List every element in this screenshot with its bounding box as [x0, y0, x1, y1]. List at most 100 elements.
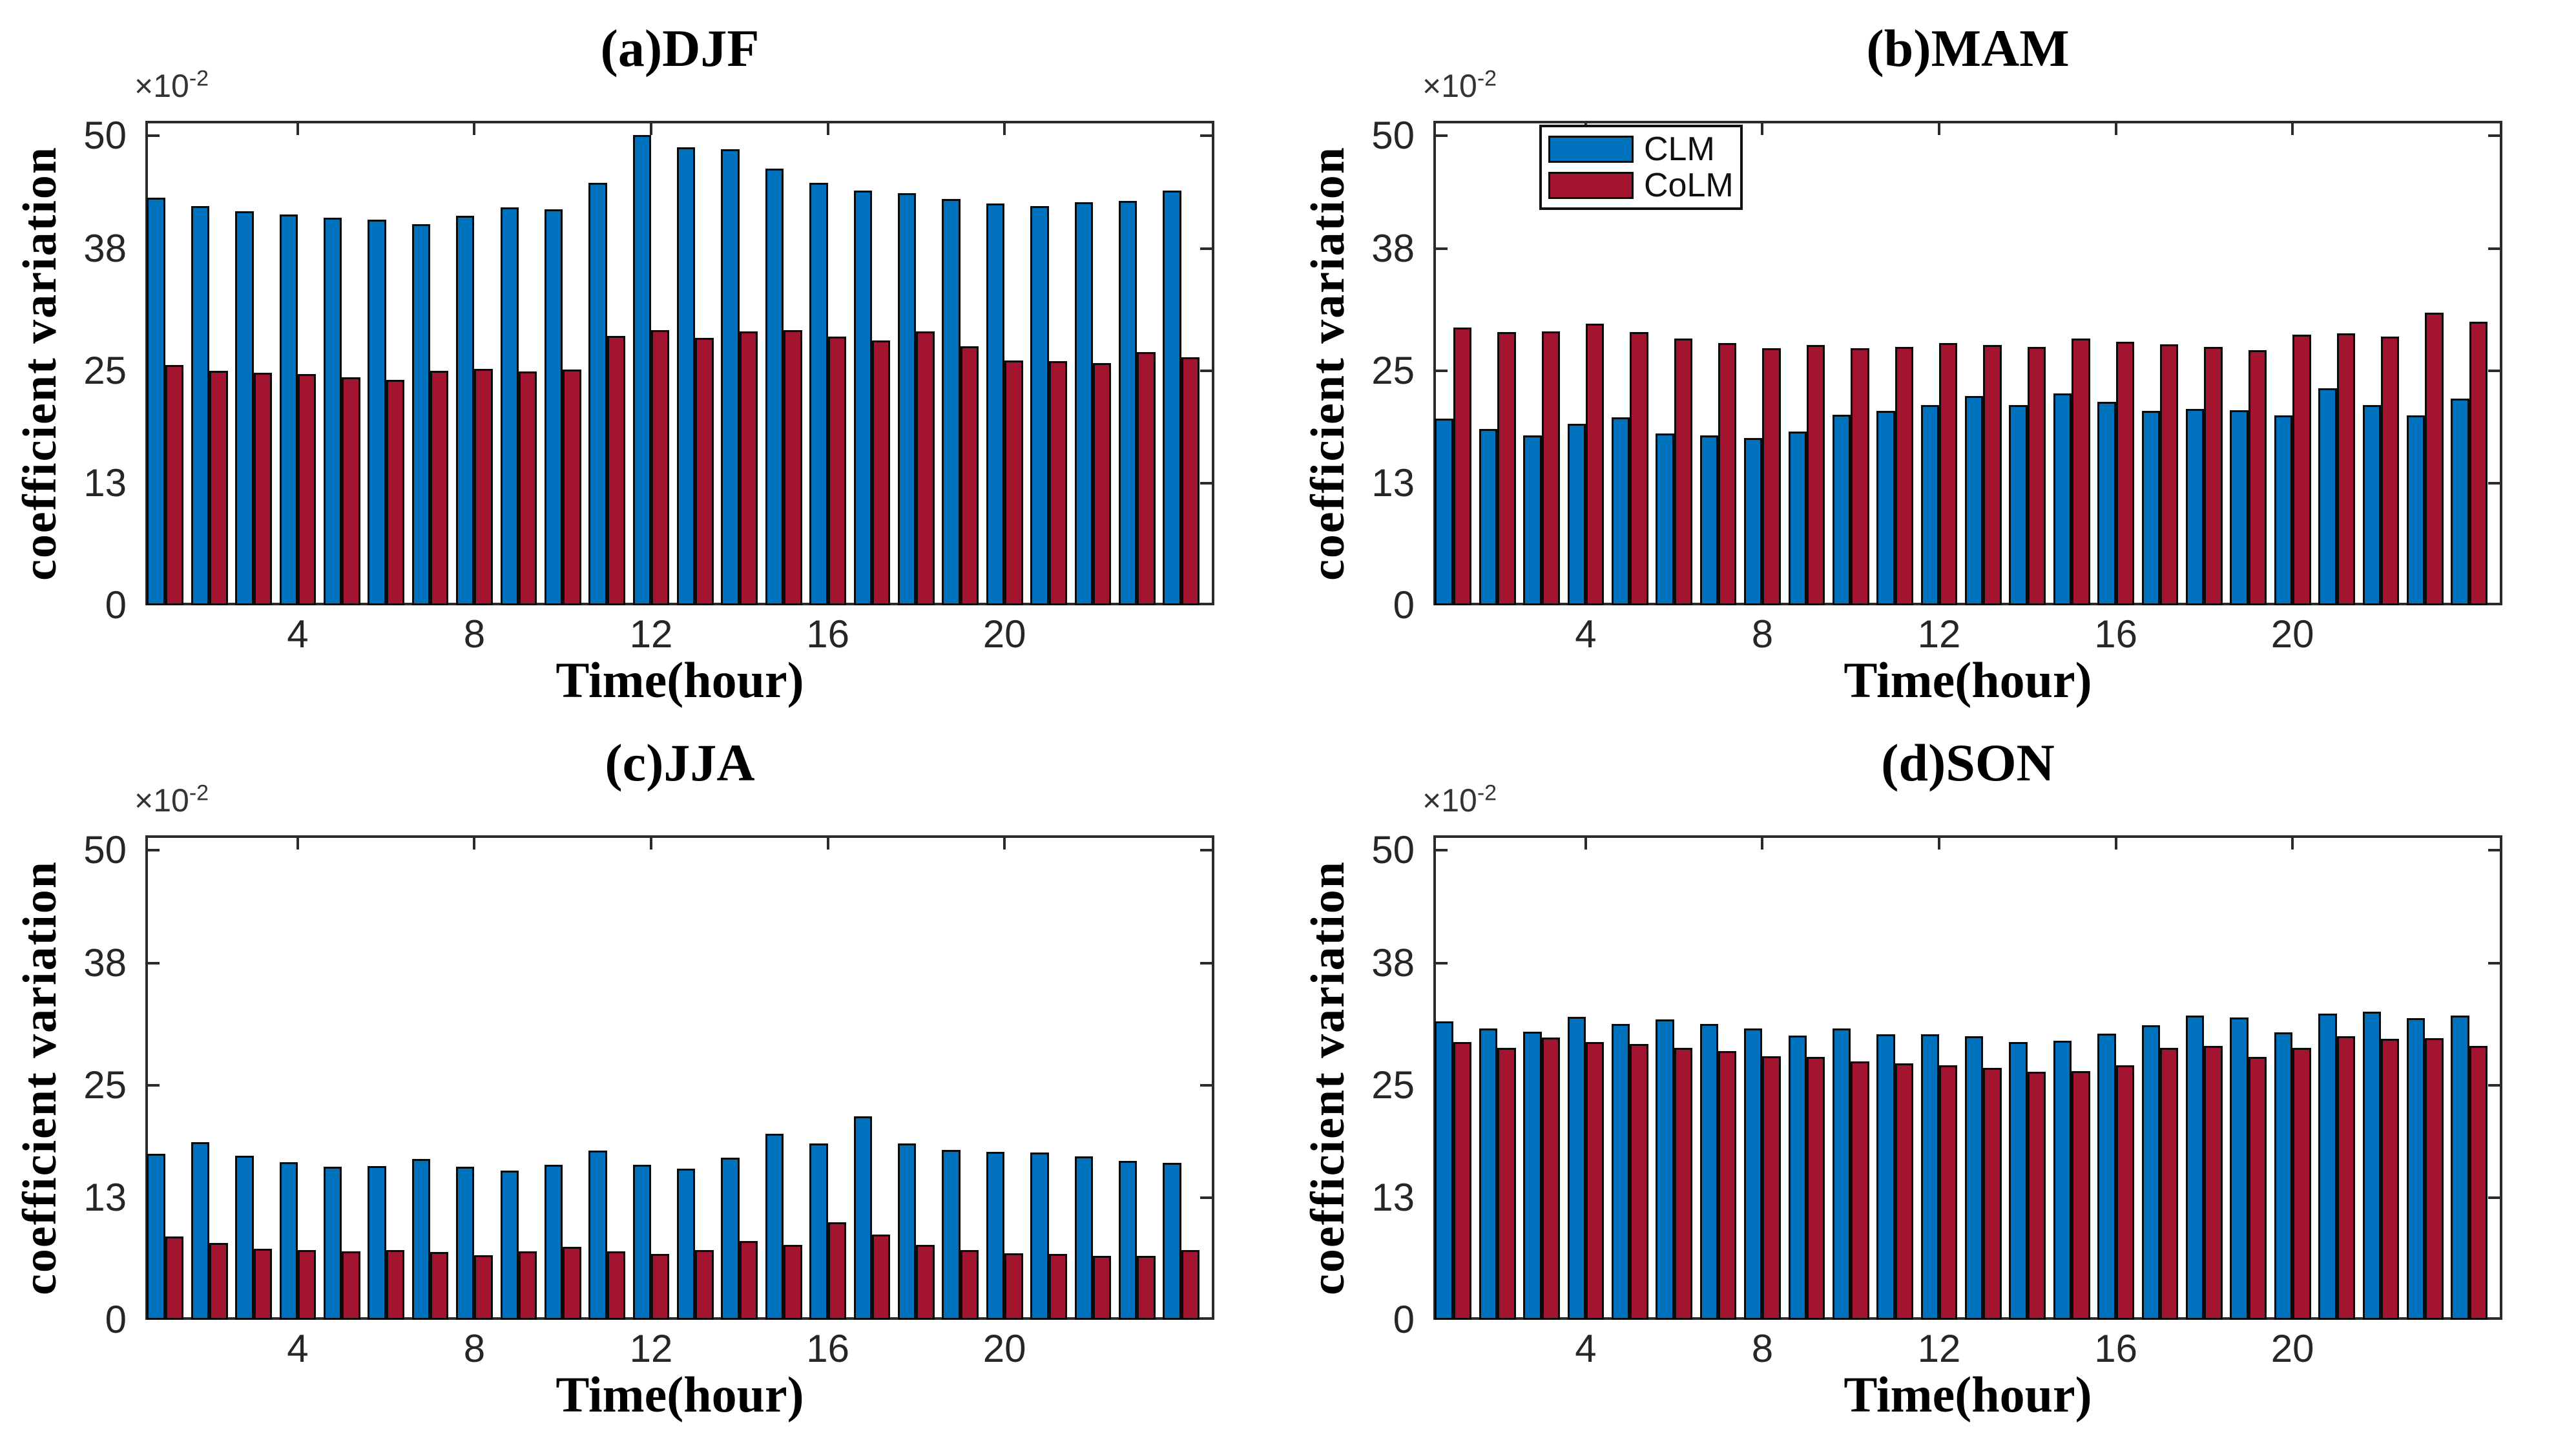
bar-colm-hour-13 — [1983, 345, 2002, 605]
bar-clm-hour-20 — [986, 1151, 1005, 1320]
x-tick-label-4: 4 — [1575, 612, 1597, 656]
bar-colm-hour-11 — [1895, 347, 1914, 605]
legend-box: CLM CoLM — [1539, 125, 1743, 210]
x-tick-mark-top — [1938, 123, 1941, 135]
bar-colm-hour-5 — [342, 1251, 360, 1320]
x-tick-labels: 4 8 12 16 20 — [1433, 615, 2502, 660]
x-tick-mark-top — [1003, 838, 1006, 850]
axis-spine-left — [1433, 121, 1436, 605]
bar-clm-hour-23 — [2406, 415, 2425, 605]
axis-spine-top — [1433, 121, 2502, 123]
y-tick-label-25: 25 — [1371, 348, 1415, 392]
plot-area — [1433, 121, 2502, 605]
x-tick-label-20: 20 — [2270, 612, 2314, 656]
bar-clm-hour-15 — [2053, 1041, 2072, 1320]
bar-clm-hour-9 — [1788, 1035, 1807, 1320]
bar-clm-hour-13 — [1965, 1036, 1984, 1320]
x-axis-label: Time(hour) — [556, 652, 804, 708]
bar-clm-hour-10 — [544, 209, 563, 605]
bar-clm-hour-6 — [368, 1165, 386, 1320]
bar-clm-hour-15 — [765, 1134, 784, 1320]
bar-clm-hour-22 — [1074, 1156, 1093, 1320]
bar-colm-hour-7 — [430, 370, 449, 605]
bar-clm-hour-12 — [632, 1165, 652, 1320]
bar-clm-hour-4 — [1567, 424, 1586, 605]
panel-d-son: (d)SON ×10-2 coefficient variation 0 13 25… — [1288, 714, 2576, 1429]
x-tick-mark-top — [296, 838, 299, 850]
bar-clm-hour-9 — [500, 207, 519, 605]
y-tick-mark-left — [148, 849, 160, 852]
bar-clm-hour-21 — [2318, 388, 2337, 605]
bar-clm-hour-9 — [500, 1170, 519, 1320]
bar-colm-hour-10 — [1851, 1061, 1869, 1320]
bar-colm-hour-22 — [1092, 363, 1112, 605]
bar-clm-hour-21 — [1030, 1153, 1049, 1320]
bar-clm-hour-16 — [2097, 401, 2116, 605]
bar-clm-hour-10 — [1832, 414, 1851, 605]
bar-colm-hour-6 — [386, 1250, 405, 1320]
bar-colm-hour-23 — [2425, 1038, 2444, 1320]
bar-clm-hour-18 — [2185, 409, 2205, 605]
bar-colm-hour-11 — [1895, 1063, 1914, 1320]
bar-colm-hour-24 — [2469, 1045, 2488, 1320]
bar-colm-hour-12 — [651, 330, 670, 605]
bar-clm-hour-2 — [191, 206, 210, 605]
bar-clm-hour-17 — [853, 190, 872, 605]
bar-colm-hour-15 — [784, 1244, 802, 1320]
legend-label-colm: CoLM — [1644, 167, 1734, 204]
bar-colm-hour-20 — [1004, 1253, 1023, 1320]
bar-colm-hour-18 — [2204, 347, 2223, 605]
bar-colm-hour-17 — [2159, 344, 2179, 605]
y-tick-labels: 0 13 25 38 50 — [1319, 831, 1415, 1339]
bar-colm-hour-13 — [695, 1250, 714, 1320]
bar-colm-hour-13 — [695, 337, 714, 605]
y-tick-mark-left — [1436, 134, 1448, 138]
y-tick-mark-right — [2488, 134, 2500, 138]
y-axis-exponent-label: ×10-2 — [134, 780, 209, 819]
bar-colm-hour-21 — [1048, 1254, 1067, 1320]
y-tick-mark-right — [2488, 1083, 2500, 1087]
bar-clm-hour-24 — [1163, 190, 1181, 605]
bar-clm-hour-16 — [809, 1143, 828, 1320]
bar-colm-hour-4 — [297, 1250, 317, 1320]
bar-clm-hour-12 — [1920, 1034, 1940, 1320]
y-tick-label-38: 38 — [83, 941, 127, 985]
plot-area — [145, 835, 1214, 1320]
x-tick-mark-top — [296, 123, 299, 135]
bar-colm-hour-3 — [253, 372, 272, 605]
y-tick-label-38: 38 — [1371, 941, 1415, 985]
bar-colm-hour-24 — [2469, 322, 2488, 605]
bar-colm-hour-20 — [2292, 335, 2311, 605]
x-tick-mark-top — [473, 838, 476, 850]
axis-spine-top — [1433, 835, 2502, 838]
x-tick-label-8: 8 — [1751, 1327, 1774, 1370]
bar-colm-hour-9 — [518, 1251, 537, 1320]
bar-colm-hour-12 — [1939, 1065, 1958, 1320]
bar-clm-hour-15 — [2053, 393, 2072, 605]
bar-colm-hour-4 — [297, 374, 317, 605]
bar-colm-hour-5 — [1630, 332, 1648, 605]
bar-colm-hour-22 — [1092, 1256, 1112, 1320]
y-tick-mark-right — [1200, 1196, 1212, 1200]
bar-clm-hour-7 — [1699, 1024, 1719, 1320]
bar-colm-hour-11 — [607, 335, 626, 605]
bar-colm-hour-19 — [2248, 1057, 2267, 1320]
x-tick-mark-top — [2291, 123, 2294, 135]
bar-clm-hour-20 — [2274, 415, 2293, 605]
bar-colm-hour-4 — [1585, 323, 1605, 605]
bar-clm-hour-3 — [1523, 435, 1542, 605]
bar-colm-hour-23 — [1137, 351, 1156, 605]
bar-colm-hour-8 — [1762, 1056, 1781, 1320]
bar-colm-hour-15 — [2072, 339, 2090, 605]
bar-clm-hour-3 — [235, 1155, 254, 1320]
bar-clm-hour-19 — [942, 1149, 961, 1320]
x-tick-mark-top — [2114, 838, 2117, 850]
bar-colm-hour-2 — [1497, 1047, 1516, 1320]
bar-colm-hour-16 — [2115, 341, 2134, 605]
x-tick-mark-top — [1584, 838, 1587, 850]
bar-clm-hour-1 — [147, 198, 165, 605]
x-tick-labels: 4 8 12 16 20 — [145, 1330, 1214, 1375]
bar-colm-hour-23 — [1137, 1256, 1156, 1320]
x-tick-mark-top — [1003, 123, 1006, 135]
bar-colm-hour-17 — [871, 340, 891, 605]
